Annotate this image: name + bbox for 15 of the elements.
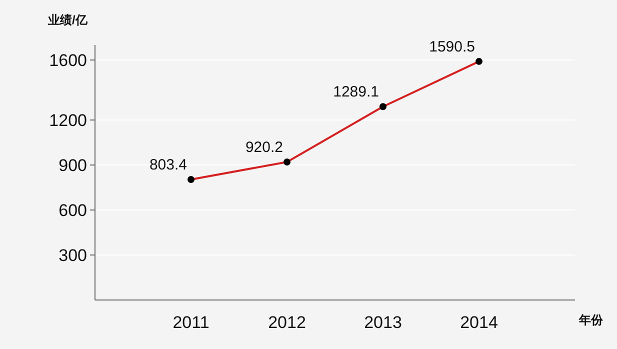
y-tick-label: 300 bbox=[58, 246, 87, 265]
x-tick-label: 2014 bbox=[460, 313, 498, 332]
data-label: 920.2 bbox=[245, 138, 283, 156]
data-label: 803.4 bbox=[149, 156, 187, 174]
y-tick-label: 600 bbox=[58, 201, 87, 220]
y-axis-title: 业绩/亿 bbox=[47, 13, 88, 27]
y-tick-label: 1600 bbox=[49, 51, 87, 70]
y-tick-label: 900 bbox=[58, 156, 87, 175]
x-tick-label: 2011 bbox=[172, 313, 210, 332]
data-label: 1289.1 bbox=[333, 84, 379, 101]
x-axis-title: 年份 bbox=[578, 313, 604, 327]
x-tick-label: 2012 bbox=[268, 313, 306, 332]
y-tick-label: 1200 bbox=[49, 111, 87, 130]
data-label: 1590.5 bbox=[429, 38, 475, 56]
x-tick-label: 2013 bbox=[364, 313, 402, 332]
